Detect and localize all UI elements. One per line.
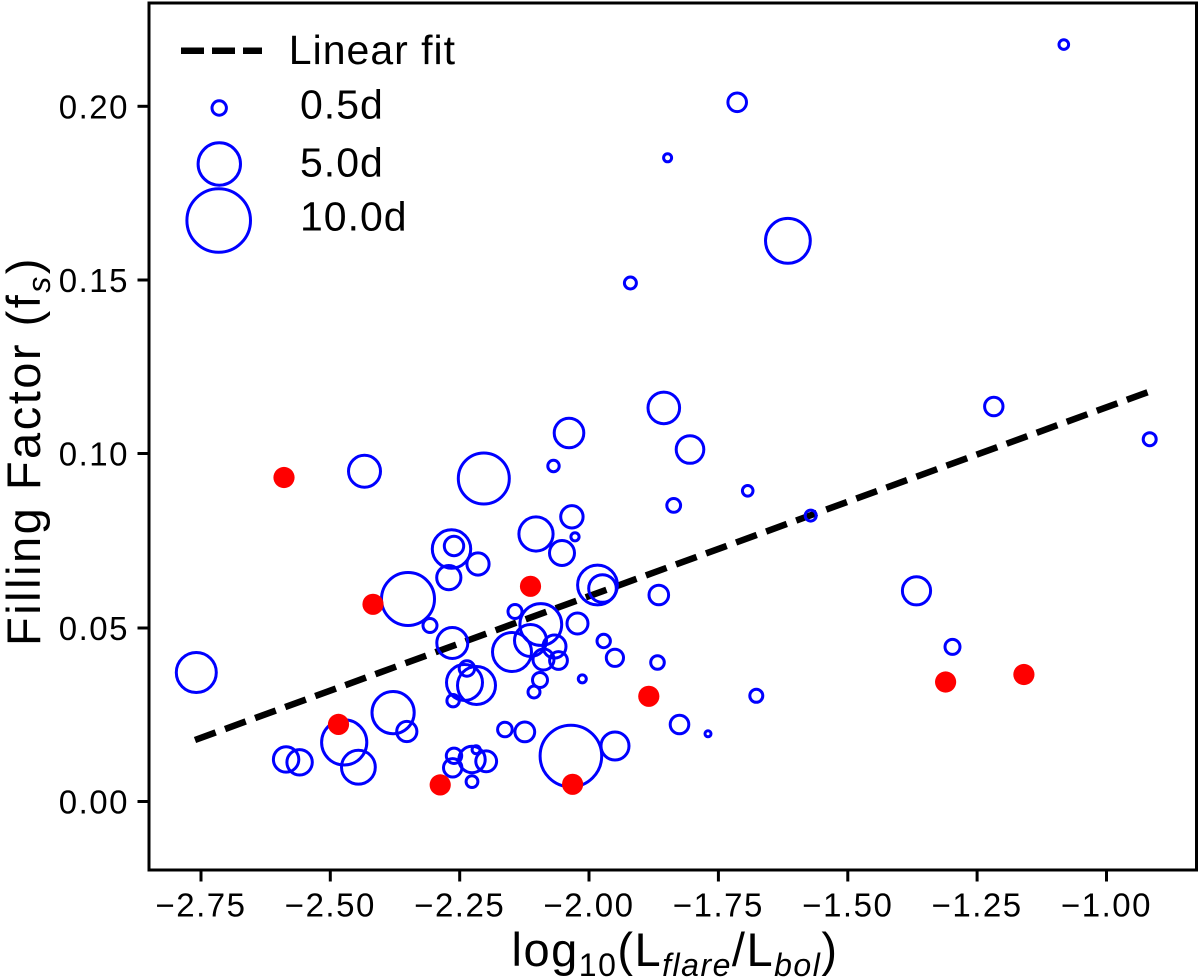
svg-text:Filling Factor (fs): Filling Factor (fs) [0,256,57,646]
svg-text:0.15: 0.15 [59,262,129,299]
svg-text:−1.00: −1.00 [1061,887,1152,924]
svg-text:−1.25: −1.25 [932,887,1023,924]
svg-text:0.05: 0.05 [59,610,129,647]
svg-text:Linear fit: Linear fit [289,27,456,73]
svg-text:0.00: 0.00 [59,784,129,821]
svg-text:−2.00: −2.00 [544,887,635,924]
svg-text:5.0d: 5.0d [300,140,384,186]
svg-text:10.0d: 10.0d [300,194,408,240]
svg-text:−1.50: −1.50 [802,887,893,924]
svg-text:−1.75: −1.75 [673,887,764,924]
svg-text:−2.25: −2.25 [414,887,505,924]
svg-text:−2.50: −2.50 [285,887,376,924]
svg-text:0.20: 0.20 [59,88,129,125]
svg-text:−2.75: −2.75 [156,887,247,924]
svg-text:0.10: 0.10 [59,436,129,473]
svg-text:0.5d: 0.5d [300,82,384,128]
